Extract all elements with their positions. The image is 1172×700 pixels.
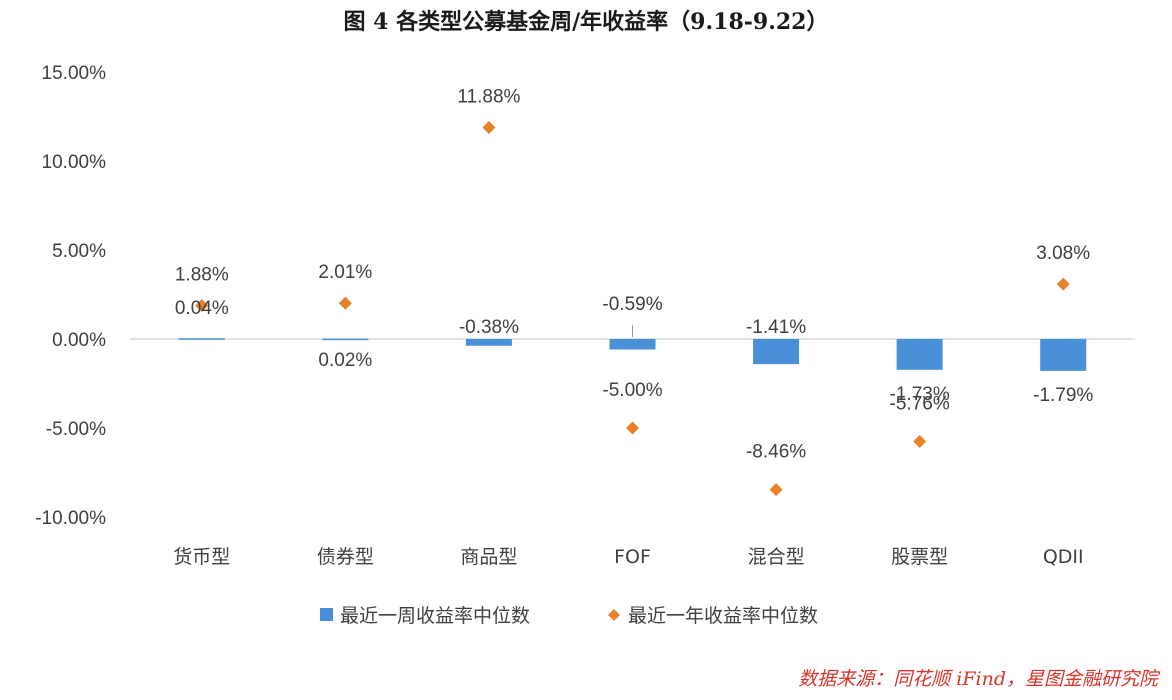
year-data-label: 1.88%	[175, 265, 229, 286]
category-label: 股票型	[891, 546, 948, 568]
legend-week-label: 最近一周收益率中位数	[340, 605, 530, 627]
y-axis: 15.00% 10.00% 5.00% 0.00% -5.00% -10.00%	[35, 63, 106, 529]
week-bar	[1040, 339, 1087, 371]
week-data-label: -1.73%	[890, 384, 950, 405]
week-bar	[322, 338, 369, 341]
y-tick-label: -5.00%	[46, 419, 106, 440]
week-bar	[896, 339, 943, 370]
category-label: 混合型	[748, 546, 805, 568]
category-label: FOF	[614, 546, 651, 568]
week-bar	[609, 339, 656, 350]
year-series	[195, 121, 1070, 497]
year-data-label: 2.01%	[318, 262, 372, 283]
source-note: 数据来源：同花顺 iFind，星图金融研究院	[798, 668, 1158, 690]
legend: 最近一周收益率中位数 最近一年收益率中位数	[320, 605, 818, 627]
legend-year-swatch	[608, 609, 620, 621]
data-labels: 0.04% 0.02% -0.38% -0.59% -1.41% -1.73% -1.79%…	[175, 87, 1094, 463]
week-data-label: -1.79%	[1033, 385, 1093, 406]
category-label: 货币型	[173, 546, 230, 568]
year-point	[913, 435, 927, 449]
week-data-label: 0.02%	[318, 350, 372, 371]
week-data-label: -0.38%	[459, 317, 519, 338]
legend-week-swatch	[320, 608, 333, 621]
y-tick-label: 15.00%	[42, 63, 107, 84]
week-bar	[465, 339, 512, 346]
year-data-label: -5.76%	[890, 394, 950, 415]
year-data-label: 3.08%	[1036, 243, 1090, 264]
year-point	[482, 121, 496, 135]
year-point	[769, 483, 783, 497]
year-point	[338, 296, 352, 310]
category-label: 商品型	[460, 546, 517, 568]
category-label: 债券型	[317, 546, 374, 568]
year-point	[195, 299, 209, 313]
legend-year-label: 最近一年收益率中位数	[628, 605, 818, 627]
week-data-label: 0.04%	[175, 298, 229, 319]
category-label: QDII	[1043, 546, 1084, 568]
week-bar	[178, 338, 225, 340]
week-bar	[753, 339, 800, 365]
week-data-label: -0.59%	[602, 294, 662, 315]
category-labels: 货币型 债券型 商品型 FOF 混合型 股票型 QDII	[173, 546, 1083, 568]
y-tick-label: 0.00%	[52, 330, 106, 351]
week-series	[178, 338, 1087, 371]
year-point	[626, 421, 639, 435]
chart-title: 图 4 各类型公募基金周/年收益率（9.18-9.22）	[343, 9, 829, 35]
year-data-label: -8.46%	[746, 442, 806, 463]
week-data-label: -1.41%	[746, 317, 806, 338]
year-point	[1056, 277, 1070, 291]
y-tick-label: 5.00%	[52, 241, 106, 262]
y-tick-label: 10.00%	[42, 152, 107, 173]
year-data-label: -5.00%	[602, 380, 662, 401]
y-tick-label: -10.00%	[35, 508, 106, 529]
year-data-label: 11.88%	[457, 87, 520, 108]
